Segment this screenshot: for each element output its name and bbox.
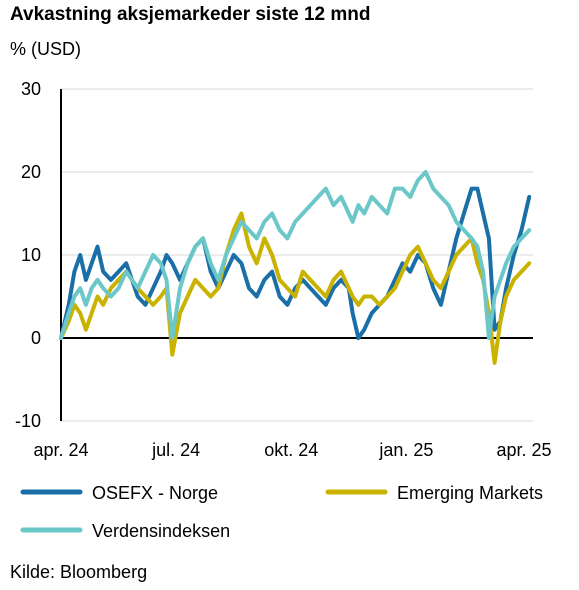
- chart-title: Avkastning aksjemarkeder siste 12 mnd: [10, 4, 371, 25]
- legend-label: Verdensindeksen: [92, 521, 230, 541]
- y-tick-label: -10: [15, 411, 41, 431]
- x-tick-label: apr. 24: [33, 440, 88, 460]
- x-tick-label: jul. 24: [151, 440, 200, 460]
- source-note: Kilde: Bloomberg: [10, 562, 148, 582]
- y-tick-label: 10: [21, 245, 41, 265]
- legend-label: Emerging Markets: [397, 483, 543, 503]
- series-lines: [59, 170, 532, 365]
- legend: OSEFX - Norge Emerging Markets Verdensinde…: [20, 483, 543, 541]
- y-tick-label: 20: [21, 162, 41, 182]
- x-tick-label: apr. 25: [496, 440, 551, 460]
- series-line: [59, 186, 532, 340]
- x-tick-label: jan. 25: [378, 440, 433, 460]
- legend-label: OSEFX - Norge: [92, 483, 218, 503]
- y-tick-label: 30: [21, 79, 41, 99]
- series-line: [59, 170, 532, 340]
- y-tick-label: 0: [31, 328, 41, 348]
- grid-layer: [60, 88, 533, 422]
- y-tick-labels: 30 20 10 0 -10: [15, 79, 41, 431]
- x-tick-labels: apr. 24 jul. 24 okt. 24 jan. 25 apr. 25: [33, 440, 551, 460]
- x-tick-label: okt. 24: [264, 440, 318, 460]
- y-axis-unit-label: % (USD): [10, 39, 81, 59]
